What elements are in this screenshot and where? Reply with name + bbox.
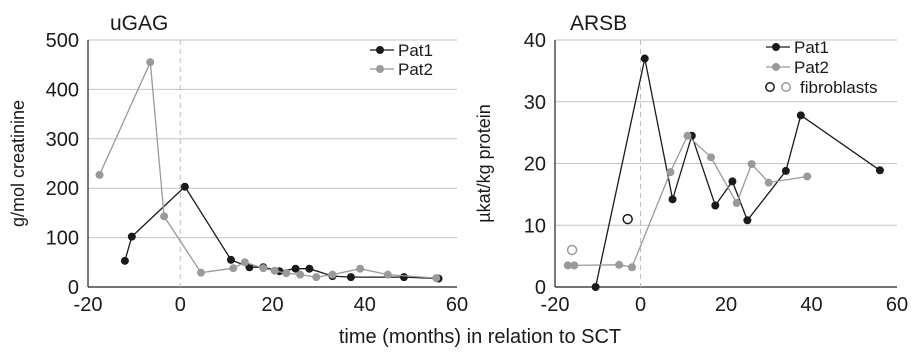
y-tick-label: 30 [524,92,546,114]
data-point-pat1 [591,283,600,291]
legend-marker-pat2 [772,63,780,71]
legend-marker-pat1 [376,46,384,54]
data-point-pat2 [570,261,579,270]
legend-marker-fibroblasts [781,82,791,92]
data-point-pat1 [180,182,189,191]
x-tick-label: 40 [800,294,822,316]
data-point-pat1 [781,166,790,175]
legend-label: Pat1 [794,38,829,57]
series-line-pat1 [594,58,881,288]
x-tick-label: 40 [354,294,376,316]
data-point-pat1 [120,256,129,265]
chart-title: ARSB [570,12,627,35]
data-point-pat2 [764,178,773,187]
data-point-pat2 [666,168,675,177]
data-point-pat2 [383,270,392,279]
y-axis-label: g/mol creatinine [8,100,28,227]
data-point-pat2 [732,199,741,208]
legend-label: fibroblasts [800,78,877,97]
x-tick-label: 0 [635,294,646,316]
data-point-pat2 [197,268,206,277]
data-point-pat2 [747,160,756,169]
y-tick-label: 200 [46,178,79,200]
data-point-pat1 [291,264,300,273]
data-point-pat2 [563,261,572,270]
data-point-pat1 [711,201,720,210]
data-point-pat2 [160,212,169,221]
series-line-pat1 [124,185,439,280]
data-point-pat2 [259,264,268,273]
data-point-pat1 [346,273,355,282]
y-tick-label: 40 [524,30,546,52]
data-point-pat1 [640,54,649,63]
shared-x-axis-label: time (months) in relation to SCT [339,326,621,348]
y-tick-label: 400 [46,79,79,101]
data-point-fibroblasts [566,244,578,256]
y-tick-label: 500 [46,30,79,52]
data-point-pat1 [796,111,805,120]
x-tick-label: 60 [886,294,908,316]
data-point-pat2 [707,153,716,162]
data-point-pat2 [95,170,104,179]
y-tick-label: 100 [46,228,79,250]
data-point-pat2 [296,270,305,279]
legend-marker-pat1 [772,43,780,51]
data-point-pat1 [399,273,408,282]
data-point-pat1 [127,232,136,241]
y-tick-label: 300 [46,129,79,151]
y-tick-label: 0 [535,277,546,299]
chart-title: uGAG [110,12,168,35]
y-tick-label: 0 [68,277,79,299]
data-point-pat1 [743,216,752,225]
data-point-pat1 [305,264,314,273]
x-tick-label: 0 [175,294,186,316]
data-point-pat2 [328,270,337,279]
data-point-pat2 [683,131,692,140]
x-tick-label: 20 [261,294,283,316]
data-point-pat2 [615,260,624,269]
x-tick-label: 60 [446,294,468,316]
data-point-pat1 [668,195,677,204]
data-point-pat2 [146,58,155,67]
data-point-pat2 [282,269,291,278]
x-tick-label: -20 [541,294,570,316]
y-tick-label: 10 [524,215,546,237]
data-point-pat2 [432,274,441,283]
data-point-pat2 [356,264,365,273]
data-point-pat2 [270,266,279,275]
legend-label: Pat2 [398,60,433,79]
data-point-fibroblasts [622,213,633,225]
data-point-pat2 [229,264,238,273]
data-point-pat1 [875,166,884,175]
data-point-pat2 [803,172,812,181]
data-point-pat2 [312,273,321,282]
y-tick-label: 20 [524,154,546,176]
data-point-pat1 [728,177,737,186]
series-line-pat2 [98,59,437,279]
y-axis-label: µkat/kg protein [474,104,494,222]
data-point-pat1 [226,255,235,264]
data-point-pat2 [627,263,636,272]
x-tick-label: 20 [715,294,737,316]
legend-label: Pat1 [398,41,433,60]
data-point-pat2 [240,258,249,267]
x-tick-label: -20 [74,294,103,316]
legend-marker-pat2 [376,65,384,73]
legend-marker-fibroblasts [765,82,775,92]
legend-label: Pat2 [794,58,829,77]
